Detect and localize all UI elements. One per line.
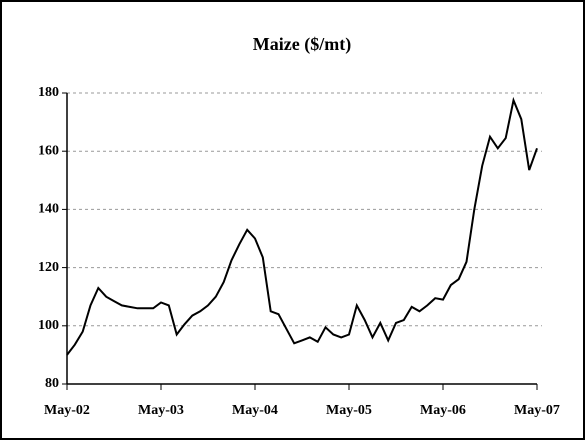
y-tick-label: 140 (38, 202, 59, 217)
y-tick-label: 180 (38, 85, 59, 100)
x-tick-label: May-03 (138, 403, 184, 418)
x-tick-label: May-04 (232, 403, 278, 418)
data-line (66, 96, 538, 356)
x-tick-label: May-06 (420, 403, 466, 418)
y-tick-label: 100 (38, 318, 59, 333)
x-tick-label: May-05 (326, 403, 372, 418)
y-tick-label: 120 (38, 260, 59, 275)
x-tick-label: May-02 (44, 403, 90, 418)
x-tick-label: May-07 (514, 403, 560, 418)
y-tick-label: 80 (45, 376, 59, 391)
chart-title: Maize ($/mt) (253, 34, 351, 55)
y-tick-label: 160 (38, 143, 59, 158)
